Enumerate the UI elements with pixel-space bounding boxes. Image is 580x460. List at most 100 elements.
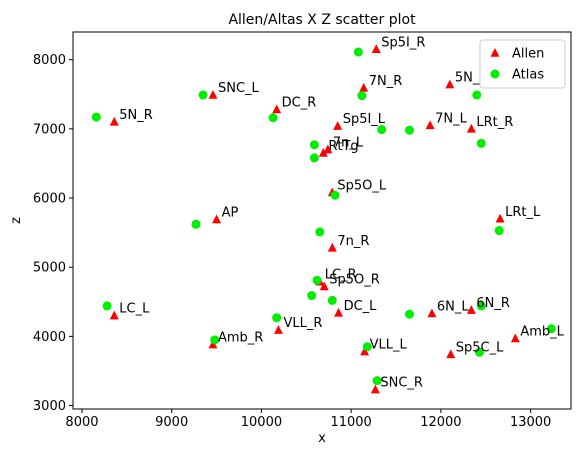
point-label: LRt_R xyxy=(476,115,513,130)
allen-point xyxy=(446,349,456,359)
x-tick-label: 10000 xyxy=(241,415,282,430)
point-label: 7n_R xyxy=(337,234,369,249)
atlas-point xyxy=(372,376,382,386)
data-marks xyxy=(91,44,556,394)
allen-point xyxy=(445,79,455,89)
atlas-point xyxy=(353,47,363,57)
y-tick-label: 3000 xyxy=(33,399,66,414)
x-tick-label: 12000 xyxy=(420,415,461,430)
atlas-point xyxy=(474,347,484,357)
point-label: DC_R xyxy=(282,95,317,110)
atlas-point xyxy=(268,113,278,123)
allen-point xyxy=(360,346,370,356)
atlas-point xyxy=(357,91,367,101)
point-label: SNC_L xyxy=(218,81,260,96)
atlas-point xyxy=(476,301,486,311)
allen-point xyxy=(495,213,505,223)
allen-point xyxy=(319,281,329,291)
point-label: 7n_L xyxy=(333,136,364,151)
atlas-point xyxy=(102,301,112,311)
allen-point xyxy=(370,384,380,394)
atlas-point xyxy=(476,138,486,148)
point-label: Sp5O_R xyxy=(329,273,380,288)
point-label: Sp5I_L xyxy=(343,112,386,127)
atlas-point xyxy=(404,309,414,319)
allen-point xyxy=(466,305,476,314)
allen-point xyxy=(510,333,520,343)
atlas-point xyxy=(91,112,101,122)
point-label: 7N_R xyxy=(369,74,403,89)
atlas-point xyxy=(309,140,319,150)
point-label: 6N_R xyxy=(476,296,510,311)
legend-marker-atlas xyxy=(490,69,500,79)
allen-point xyxy=(272,104,282,114)
axis-ticks: 8000 9000 10000 11000 12000 13000 3000 4000 5000… xyxy=(33,53,551,430)
point-label: 7N_L xyxy=(435,111,467,126)
point-label: 5N_R xyxy=(119,108,153,123)
allen-point xyxy=(318,148,328,157)
point-label: LC_R xyxy=(325,268,357,283)
atlas-point xyxy=(472,90,482,100)
atlas-point xyxy=(307,291,317,301)
point-label: DC_L xyxy=(344,299,378,314)
allen-point xyxy=(334,307,344,317)
point-label: VLL_L xyxy=(370,338,408,353)
point-label: LRt_L xyxy=(505,205,541,220)
x-axis-label: x xyxy=(318,431,326,446)
legend-label: Allen xyxy=(512,47,544,62)
y-axis-label: z xyxy=(9,217,24,224)
atlas-point xyxy=(191,219,201,229)
point-label: Amb_R xyxy=(218,331,263,346)
atlas-point xyxy=(309,153,319,163)
allen-point xyxy=(466,123,476,133)
point-labels: Sp5I_R 7N_R 5N_L SNC_L DC_R 5N_R Sp5I_L 7N_L LRt… xyxy=(119,35,564,390)
point-label: Amb_L xyxy=(520,324,564,339)
atlas-point xyxy=(327,295,337,305)
allen-point xyxy=(371,44,381,54)
x-tick-label: 11000 xyxy=(330,415,371,430)
point-label: Sp5C_L xyxy=(456,340,504,355)
allen-point xyxy=(273,325,283,334)
allen-point xyxy=(109,310,119,320)
point-label: RtTg xyxy=(328,139,358,154)
x-tick-label: 9000 xyxy=(155,415,188,430)
allen-point xyxy=(359,83,369,92)
allen-point xyxy=(212,214,222,224)
atlas-point xyxy=(210,335,220,345)
point-label: Sp5I_R xyxy=(381,35,425,50)
x-tick-label: 8000 xyxy=(65,415,98,430)
legend-items: Allen Atlas xyxy=(490,47,544,83)
atlas-point xyxy=(404,125,414,135)
y-tick-label: 4000 xyxy=(33,330,66,345)
axes-frame xyxy=(72,31,572,410)
atlas-point xyxy=(272,313,282,323)
y-tick-label: 5000 xyxy=(33,261,66,276)
point-label: AP xyxy=(222,205,239,220)
point-label: 6N_L xyxy=(437,300,469,315)
y-tick-label: 7000 xyxy=(33,122,66,137)
chart-title: Allen/Altas X Z scatter plot xyxy=(228,12,416,28)
atlas-point xyxy=(330,190,340,200)
atlas-point xyxy=(377,125,387,135)
legend-label: Atlas xyxy=(512,68,544,83)
atlas-point xyxy=(315,227,325,237)
x-tick-label: 13000 xyxy=(510,415,551,430)
allen-point xyxy=(425,120,435,130)
allen-point xyxy=(327,242,337,252)
point-label: VLL_R xyxy=(283,316,322,331)
y-tick-label: 8000 xyxy=(33,53,66,68)
legend-marker-allen xyxy=(490,48,500,57)
allen-point xyxy=(333,121,343,130)
atlas-point xyxy=(494,226,504,236)
atlas-point xyxy=(362,342,372,352)
point-label: SNC_R xyxy=(380,376,423,391)
point-label: LC_L xyxy=(119,302,150,317)
atlas-point xyxy=(312,275,322,285)
atlas-point xyxy=(546,324,556,334)
point-label: 5N_L xyxy=(455,71,487,86)
allen-point xyxy=(109,116,119,126)
legend-box xyxy=(479,39,566,89)
y-tick-label: 6000 xyxy=(33,192,66,207)
